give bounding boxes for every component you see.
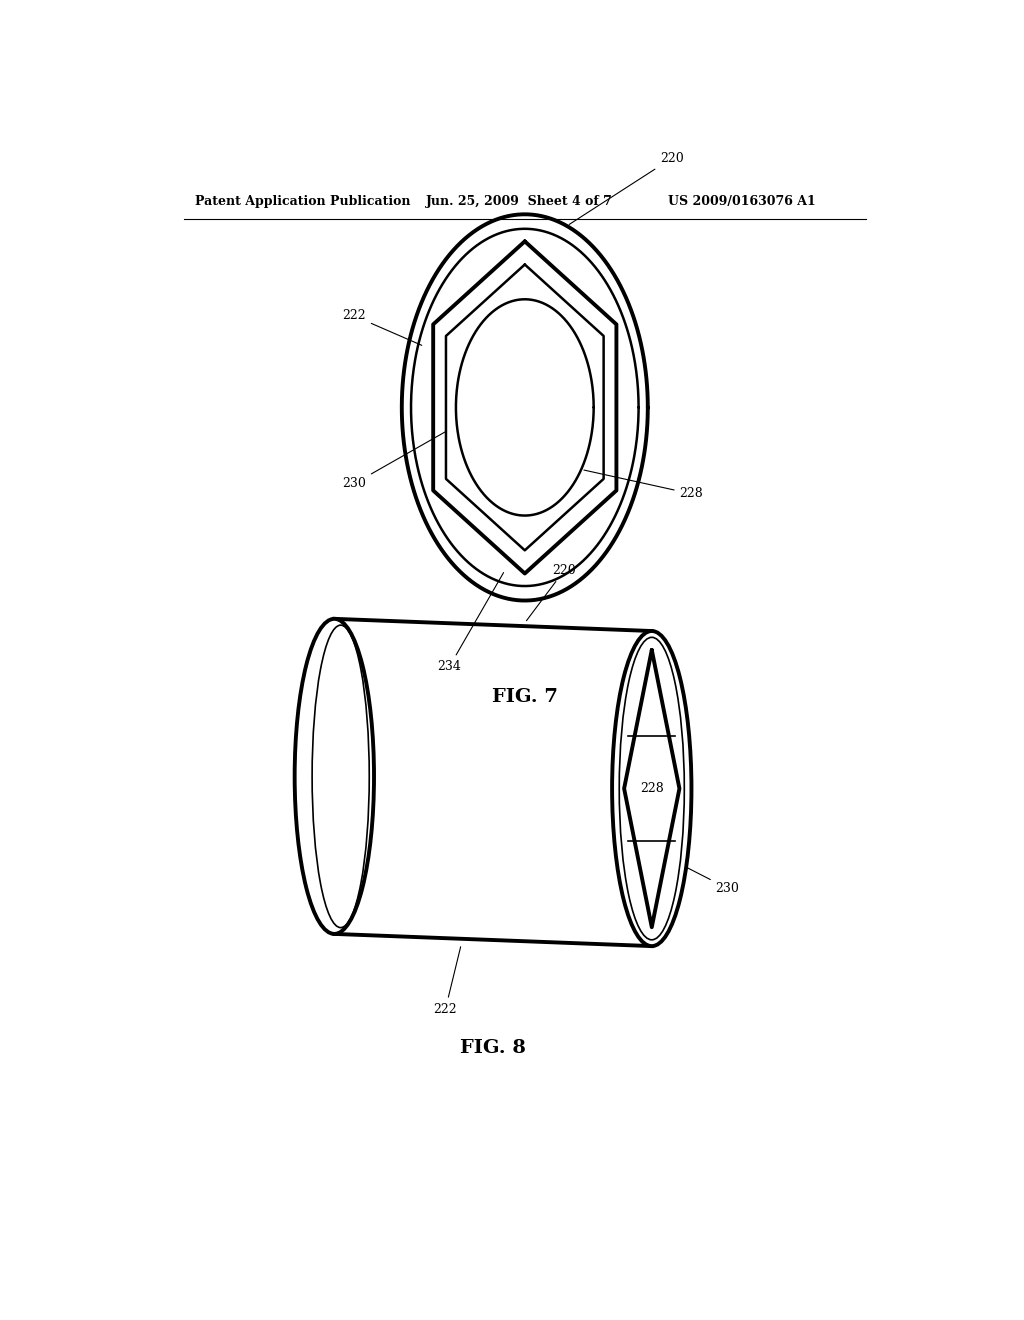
Text: 222: 222 [433,946,461,1015]
Ellipse shape [620,638,684,940]
Text: FIG. 7: FIG. 7 [492,688,558,706]
Text: US 2009/0163076 A1: US 2009/0163076 A1 [668,194,815,207]
Ellipse shape [612,631,691,946]
Text: 220: 220 [526,564,577,620]
Text: 228: 228 [640,781,664,795]
Text: 230: 230 [671,859,739,895]
Text: 222: 222 [342,309,422,346]
Text: FIG. 8: FIG. 8 [460,1039,526,1057]
Text: 220: 220 [569,152,683,224]
Text: 234: 234 [437,573,504,673]
Text: Patent Application Publication: Patent Application Publication [196,194,411,207]
Ellipse shape [295,619,374,935]
Text: 230: 230 [342,432,445,490]
Text: Jun. 25, 2009  Sheet 4 of 7: Jun. 25, 2009 Sheet 4 of 7 [426,194,612,207]
Text: 228: 228 [584,470,703,500]
